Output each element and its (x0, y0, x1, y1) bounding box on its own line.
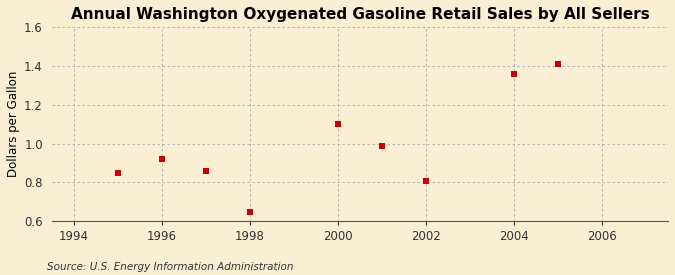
Point (333, 122, 344, 127)
Point (113, 170, 124, 175)
Text: Source: U.S. Energy Information Administration: Source: U.S. Energy Information Administ… (47, 262, 294, 272)
Point (377, 144, 387, 148)
Title: Annual Washington Oxygenated Gasoline Retail Sales by All Sellers: Annual Washington Oxygenated Gasoline Re… (71, 7, 649, 22)
Point (200, 169, 211, 173)
Point (553, 62, 564, 66)
Point (244, 209, 255, 214)
Point (509, 72, 520, 76)
Point (157, 157, 167, 161)
Y-axis label: Dollars per Gallon: Dollars per Gallon (7, 71, 20, 177)
Point (421, 178, 431, 183)
